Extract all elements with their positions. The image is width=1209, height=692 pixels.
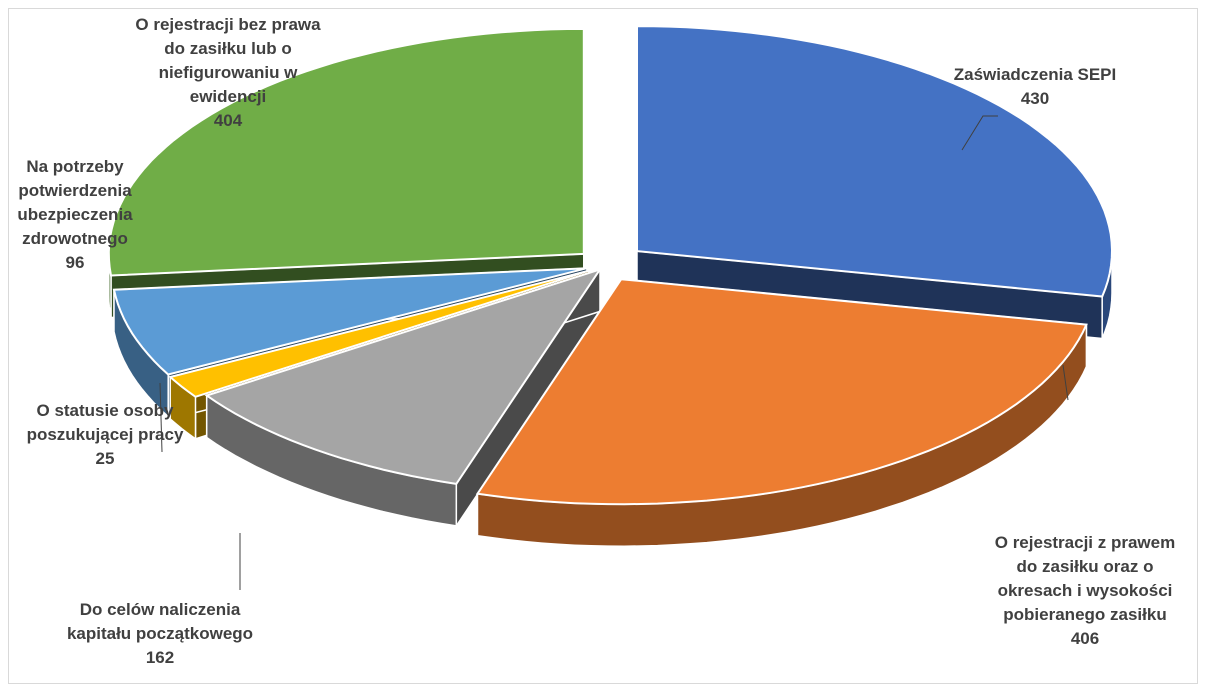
data-label-line: okresach i wysokości bbox=[998, 581, 1173, 600]
leader-line bbox=[159, 382, 163, 453]
data-label-4: Na potrzeby potwierdzenia ubezpieczenia zdr… bbox=[17, 157, 133, 272]
data-label-line: 406 bbox=[1071, 629, 1099, 648]
data-label-2: Do celów naliczenia kapitału początkowego… bbox=[67, 600, 253, 667]
data-label-line: do zasiłku lub o bbox=[164, 39, 292, 58]
slices-layer bbox=[107, 25, 1114, 547]
data-label-line: do zasiłku oraz o bbox=[1017, 557, 1154, 576]
data-label-line: ubezpieczenia bbox=[17, 205, 133, 224]
data-label-line: 430 bbox=[1021, 89, 1049, 108]
data-label-line: poszukującej pracy bbox=[27, 425, 184, 444]
slice-top bbox=[636, 25, 1114, 298]
data-label-line: Do celów naliczenia bbox=[80, 600, 241, 619]
data-label-line: O rejestracji bez prawa bbox=[135, 15, 321, 34]
data-label-line: 162 bbox=[146, 648, 174, 667]
data-label-line: 96 bbox=[66, 253, 85, 272]
data-label-line: niefigurowaniu w bbox=[159, 63, 299, 82]
data-label-line: pobieranego zasiłku bbox=[1003, 605, 1166, 624]
data-label-line: kapitału początkowego bbox=[67, 624, 253, 643]
data-label-line: Na potrzeby bbox=[26, 157, 124, 176]
data-label-line: 404 bbox=[214, 111, 243, 130]
data-label-line: O statusie osoby bbox=[37, 401, 175, 420]
slice-top bbox=[112, 267, 588, 376]
slice-top bbox=[204, 267, 603, 485]
data-label-5: O rejestracji bez prawa do zasiłku lub o n… bbox=[135, 15, 321, 130]
data-label-line: ewidencji bbox=[190, 87, 267, 106]
pie-slice-2 bbox=[204, 266, 603, 529]
leader-line bbox=[961, 115, 998, 151]
data-label-line: 25 bbox=[96, 449, 115, 468]
data-label-line: zdrowotnego bbox=[22, 229, 128, 248]
data-label-line: potwierdzenia bbox=[18, 181, 132, 200]
slice-top bbox=[475, 278, 1088, 506]
data-label-line: Zaświadczenia SEPI bbox=[954, 65, 1117, 84]
slice-top bbox=[107, 27, 585, 277]
slice-top bbox=[168, 269, 590, 398]
data-label-3: O statusie osoby poszukującej pracy 25 bbox=[27, 401, 184, 468]
data-label-line: O rejestracji z prawem bbox=[995, 533, 1175, 552]
data-labels: Zaświadczenia SEPI 430 O rejestracji z pra… bbox=[17, 15, 1175, 667]
leader-lines bbox=[159, 115, 1069, 590]
data-label-1: O rejestracji z prawem do zasiłku oraz o o… bbox=[995, 533, 1175, 648]
leader-line bbox=[1062, 364, 1069, 401]
pie-slice-1 bbox=[475, 276, 1088, 547]
data-label-0: Zaświadczenia SEPI 430 bbox=[954, 65, 1117, 108]
